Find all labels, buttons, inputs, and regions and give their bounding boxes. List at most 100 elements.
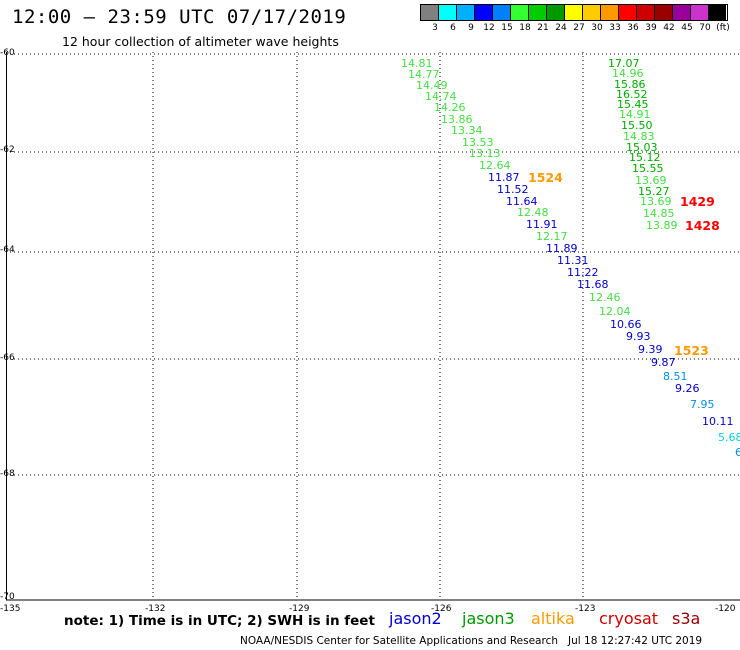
lon-label-135: -135 — [0, 604, 21, 614]
scale-swatch — [600, 4, 618, 20]
wave-height-value: 13.86 — [441, 113, 473, 126]
scale-swatch — [582, 4, 600, 20]
wave-height-value: 13.89 — [646, 219, 678, 232]
scale-swatch — [546, 4, 564, 20]
timestamp-text: Jul 18 12:27:42 UTC 2019 — [568, 635, 703, 647]
scale-label: 39 — [645, 23, 657, 33]
pass-label-1523: 1523 — [674, 343, 709, 358]
wave-height-value: 13.53 — [462, 136, 494, 149]
map-plot — [6, 52, 740, 601]
credit-text: NOAA/NESDIS Center for Satellite Applica… — [240, 635, 558, 647]
scale-frame — [420, 4, 728, 21]
scale-swatch — [708, 4, 726, 20]
scale-swatch — [618, 4, 636, 20]
scale-label: 30 — [591, 23, 603, 33]
scale-swatch — [456, 4, 474, 20]
wave-height-value: 13.69 — [635, 174, 667, 187]
page-subtitle: 12 hour collection of altimeter wave hei… — [62, 34, 339, 49]
scale-label: 27 — [573, 23, 585, 33]
scale-label: (ft) — [716, 23, 730, 33]
footer-credit: NOAA/NESDIS Center for Satellite Applica… — [240, 635, 702, 647]
wave-height-value: 16.52 — [616, 88, 648, 101]
legend-jason2: jason2 — [389, 609, 442, 628]
pass-label-1428: 1428 — [685, 218, 720, 233]
legend-cryosat: cryosat — [599, 609, 659, 628]
wave-height-value: 11.68 — [577, 278, 609, 291]
lat-label-60: -60 — [0, 48, 15, 58]
wave-height-value: 9.93 — [626, 330, 651, 343]
wave-height-value: 8.51 — [663, 370, 688, 383]
scale-swatch — [510, 4, 528, 20]
wave-height-value: 14.85 — [643, 207, 675, 220]
wave-height-value: 15.27 — [638, 185, 670, 198]
lat-label-62: -62 — [0, 145, 15, 155]
legend-s3a: s3a — [672, 609, 701, 628]
wave-height-value: 6 — [735, 446, 740, 459]
wave-height-value: 12.46 — [589, 291, 621, 304]
wave-height-value: 13.69 — [640, 195, 672, 208]
wave-height-value: 15.86 — [614, 78, 646, 91]
page-title: 12:00 – 23:59 UTC 07/17/2019 — [12, 6, 347, 28]
lon-label-123: -123 — [575, 604, 596, 614]
pass-label-1429: 1429 — [680, 194, 715, 209]
scale-label: 33 — [609, 23, 621, 33]
scale-label: 6 — [450, 23, 456, 33]
scale-swatch — [474, 4, 492, 20]
scale-label: 15 — [501, 23, 513, 33]
lon-label-126: -126 — [431, 604, 452, 614]
scale-swatch — [690, 4, 708, 20]
lon-label-129: -129 — [289, 604, 310, 614]
scale-label: 45 — [681, 23, 693, 33]
wave-height-value: 11.64 — [506, 195, 538, 208]
scale-label: 18 — [519, 23, 531, 33]
wave-height-value: 11.22 — [567, 266, 599, 279]
wave-height-value: 14.49 — [416, 79, 448, 92]
scale-label: 21 — [537, 23, 549, 33]
wave-height-value: 14.77 — [408, 68, 440, 81]
wave-height-value: 10.66 — [610, 318, 642, 331]
wave-height-value: 14.83 — [623, 130, 655, 143]
wave-height-value: 15.03 — [626, 141, 658, 154]
scale-label: 36 — [627, 23, 639, 33]
scale-label: 24 — [555, 23, 567, 33]
wave-height-value: 12.64 — [479, 159, 511, 172]
scale-swatch — [438, 4, 456, 20]
wave-height-value: 9.39 — [638, 343, 663, 356]
wave-height-value: 12.04 — [599, 305, 631, 318]
wave-height-value: 13.34 — [451, 124, 483, 137]
lon-label-132: -132 — [145, 604, 166, 614]
lon-label-120: -120 — [715, 604, 736, 614]
pass-label-1524: 1524 — [528, 170, 563, 185]
scale-swatch — [672, 4, 690, 20]
wave-height-value: 15.55 — [632, 162, 664, 175]
wave-height-value: 15.50 — [621, 119, 653, 132]
wave-height-value: 14.74 — [425, 90, 457, 103]
lat-label-68: -68 — [0, 469, 15, 479]
wave-height-value: 14.91 — [619, 108, 651, 121]
scale-label: 42 — [663, 23, 675, 33]
scale-swatch — [654, 4, 672, 20]
wave-height-value: 17.07 — [608, 57, 640, 70]
wave-height-value: 9.26 — [675, 382, 700, 395]
scale-label: 9 — [468, 23, 474, 33]
wave-height-value: 15.12 — [629, 151, 661, 164]
footer-note: note: 1) Time is in UTC; 2) SWH is in fe… — [64, 613, 375, 629]
scale-swatch — [636, 4, 654, 20]
wave-height-value: 10.11 — [702, 415, 734, 428]
wave-height-value: 13.13 — [469, 147, 501, 160]
wave-height-value: 11.87 — [488, 171, 520, 184]
wave-height-value: 15.45 — [617, 98, 649, 111]
scale-swatch — [492, 4, 510, 20]
wave-height-value: 12.48 — [517, 206, 549, 219]
scale-label: 12 — [483, 23, 495, 33]
wave-height-value: 9.87 — [651, 356, 676, 369]
wave-height-value: 5.68 — [718, 431, 740, 444]
legend-jason3: jason3 — [462, 609, 515, 628]
scale-label: 3 — [432, 23, 438, 33]
wave-height-value: 14.96 — [612, 67, 644, 80]
wave-height-value: 11.31 — [557, 254, 589, 267]
scale-swatch — [528, 4, 546, 20]
scale-swatch — [564, 4, 582, 20]
legend-altika: altika — [531, 609, 575, 628]
wave-height-value: 14.81 — [401, 57, 433, 70]
